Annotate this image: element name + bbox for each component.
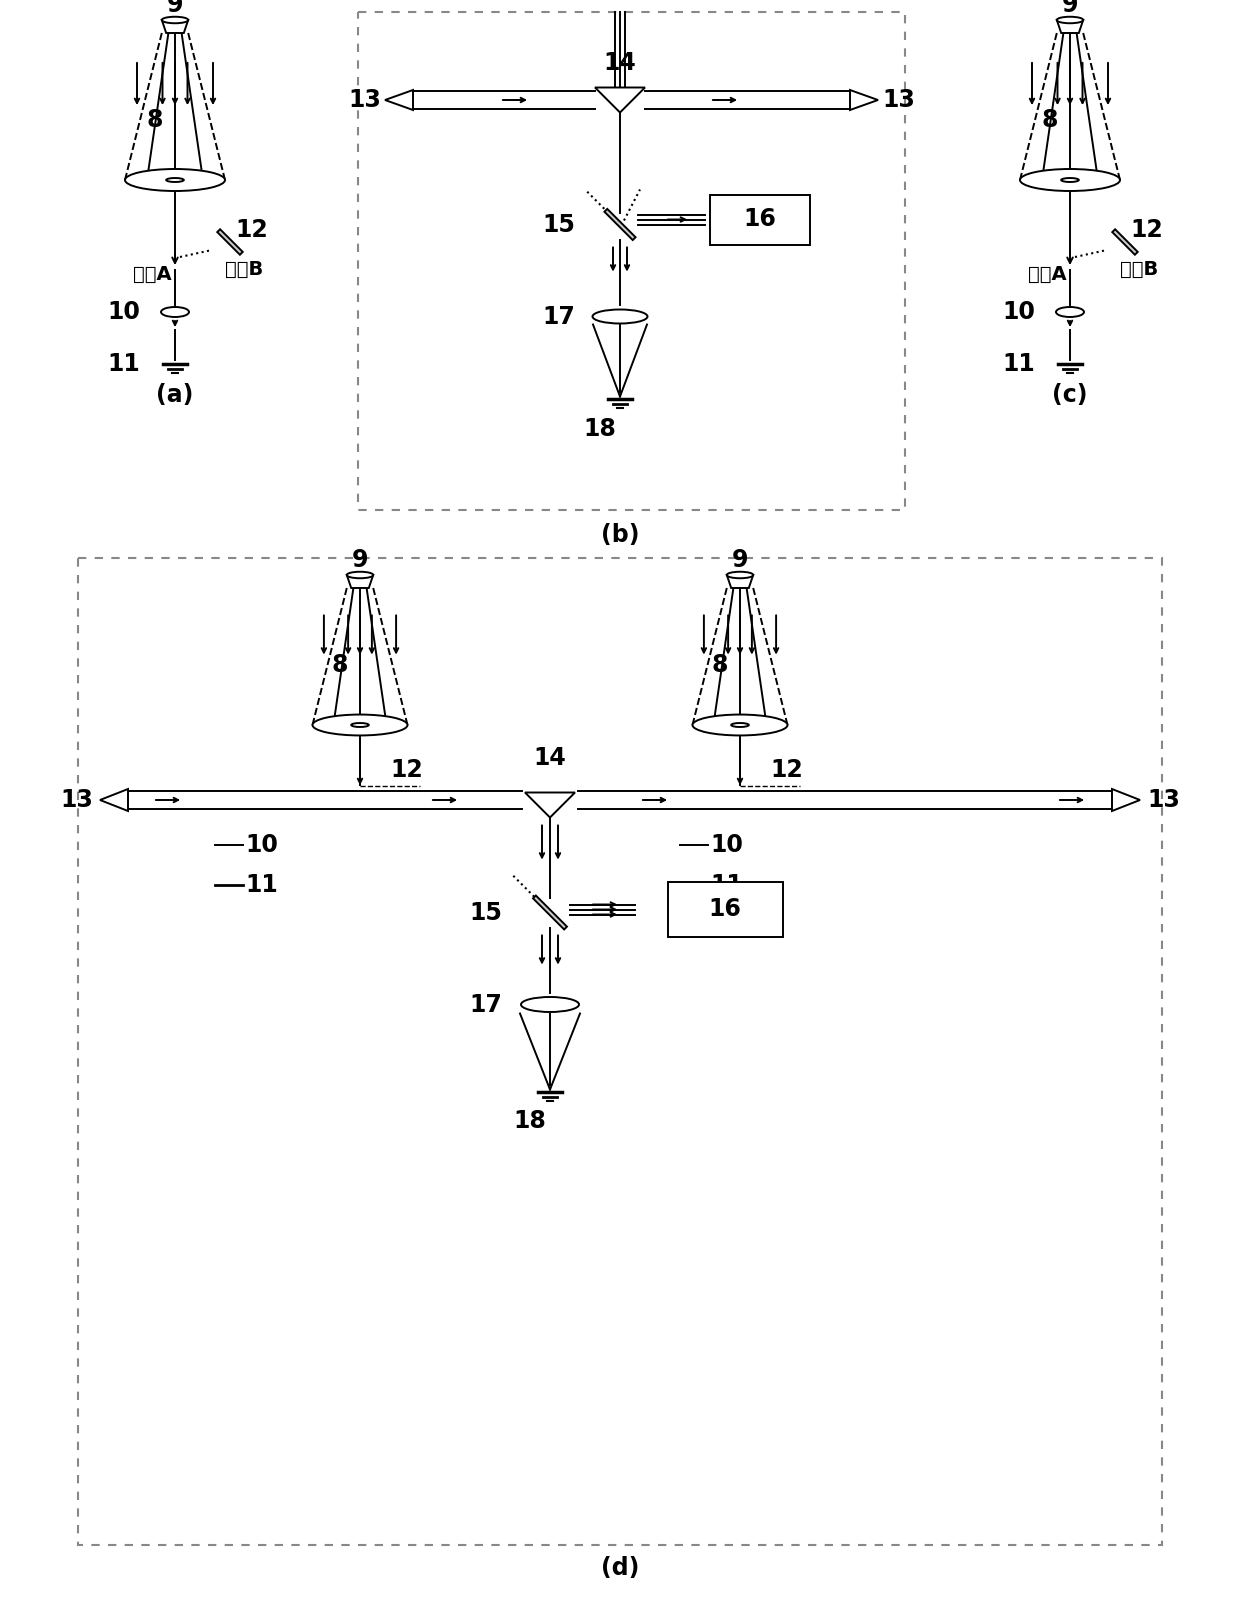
Text: 17: 17: [542, 305, 575, 329]
Bar: [711, 194, 810, 245]
Ellipse shape: [692, 714, 787, 735]
Text: 9: 9: [352, 548, 368, 572]
Text: 8: 8: [331, 653, 348, 677]
Text: (c): (c): [1053, 382, 1087, 407]
Text: 15: 15: [542, 212, 575, 237]
Text: 11: 11: [107, 352, 140, 376]
Text: 10: 10: [711, 833, 743, 857]
Ellipse shape: [166, 178, 184, 181]
Ellipse shape: [1056, 16, 1084, 23]
Polygon shape: [727, 575, 753, 588]
Text: 13: 13: [882, 87, 915, 112]
Polygon shape: [347, 575, 373, 588]
Text: 12: 12: [1130, 219, 1163, 241]
Ellipse shape: [161, 16, 188, 23]
Text: 14: 14: [604, 50, 636, 75]
Text: 9: 9: [1061, 0, 1079, 16]
Polygon shape: [1112, 230, 1138, 254]
Text: 11: 11: [711, 873, 743, 897]
Text: 17: 17: [469, 993, 502, 1016]
Text: 位置A: 位置A: [133, 266, 171, 284]
Bar: [667, 881, 782, 936]
Ellipse shape: [732, 723, 749, 727]
Polygon shape: [384, 91, 413, 110]
Text: 10: 10: [1002, 300, 1035, 324]
Text: 位置B: 位置B: [1120, 259, 1158, 279]
Text: 16: 16: [744, 207, 776, 232]
Ellipse shape: [312, 714, 408, 735]
Ellipse shape: [593, 309, 647, 324]
Polygon shape: [604, 209, 636, 240]
Polygon shape: [595, 87, 645, 112]
Polygon shape: [100, 789, 128, 812]
Text: 位置B: 位置B: [224, 259, 263, 279]
Text: 9: 9: [732, 548, 748, 572]
Text: 10: 10: [246, 833, 278, 857]
Ellipse shape: [1021, 168, 1120, 191]
Ellipse shape: [727, 572, 753, 578]
Polygon shape: [161, 19, 188, 32]
Text: 8: 8: [1042, 109, 1058, 131]
Ellipse shape: [125, 168, 224, 191]
Ellipse shape: [161, 308, 188, 318]
Text: 14: 14: [533, 745, 567, 770]
Ellipse shape: [351, 723, 368, 727]
Text: 13: 13: [348, 87, 381, 112]
Text: 13: 13: [60, 787, 93, 812]
Text: 18: 18: [584, 416, 616, 441]
Text: 15: 15: [469, 901, 502, 925]
Polygon shape: [533, 896, 567, 930]
Text: 9: 9: [166, 0, 184, 16]
Text: 11: 11: [246, 873, 278, 897]
Ellipse shape: [347, 572, 373, 578]
Text: 12: 12: [770, 758, 802, 782]
Polygon shape: [1112, 789, 1140, 812]
Polygon shape: [849, 91, 878, 110]
Text: 8: 8: [146, 109, 162, 131]
Ellipse shape: [521, 996, 579, 1012]
Text: 12: 12: [236, 219, 268, 241]
Text: (b): (b): [600, 523, 640, 548]
Text: 13: 13: [1147, 787, 1180, 812]
Text: (d): (d): [601, 1555, 639, 1580]
Text: 12: 12: [391, 758, 423, 782]
Polygon shape: [217, 230, 243, 254]
Ellipse shape: [1056, 308, 1084, 318]
Text: 18: 18: [513, 1110, 547, 1134]
Polygon shape: [525, 792, 575, 818]
Text: 8: 8: [712, 653, 728, 677]
Ellipse shape: [1061, 178, 1079, 181]
Text: 10: 10: [107, 300, 140, 324]
Text: (a): (a): [156, 382, 193, 407]
Text: 11: 11: [1002, 352, 1035, 376]
Polygon shape: [1056, 19, 1084, 32]
Text: 位置A: 位置A: [1028, 266, 1066, 284]
Text: 16: 16: [708, 897, 742, 922]
